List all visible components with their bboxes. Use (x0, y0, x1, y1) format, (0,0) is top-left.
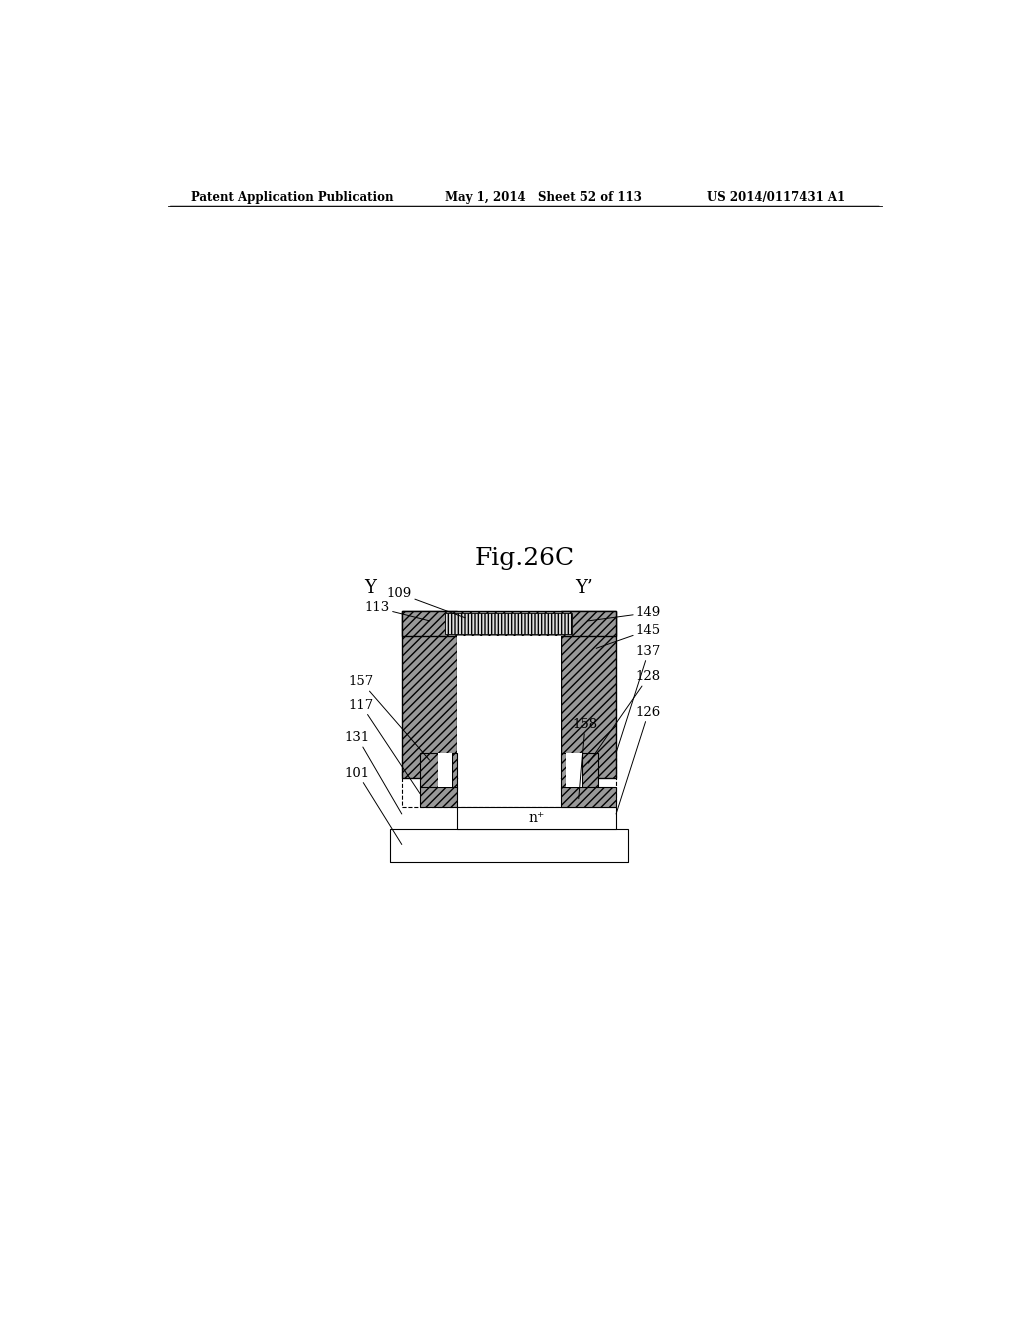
Bar (437, 752, 452, 787)
Text: 137: 137 (616, 645, 662, 752)
Bar (560, 752, 566, 788)
Bar (401, 611, 458, 779)
Text: n⁺: n⁺ (528, 810, 545, 825)
Text: 101: 101 (345, 767, 401, 845)
Text: 145: 145 (596, 623, 662, 648)
Bar (390, 829, 628, 862)
Text: 128: 128 (588, 671, 662, 763)
Text: 149: 149 (588, 606, 662, 620)
Bar (560, 787, 616, 807)
Text: 109: 109 (387, 587, 465, 618)
Bar (560, 611, 616, 779)
Bar (458, 807, 616, 829)
Text: 131: 131 (345, 731, 401, 814)
Text: May 1, 2014   Sheet 52 of 113: May 1, 2014 Sheet 52 of 113 (445, 190, 642, 203)
Text: Patent Application Publication: Patent Application Publication (191, 190, 394, 203)
Bar (401, 611, 616, 636)
Bar (420, 752, 437, 788)
Text: 157: 157 (349, 676, 430, 760)
Bar (566, 752, 582, 787)
Text: Y: Y (365, 579, 376, 598)
Text: 113: 113 (365, 601, 430, 620)
Text: 158: 158 (572, 718, 598, 799)
Text: Y’: Y’ (575, 579, 593, 598)
Bar (445, 612, 572, 634)
Text: Fig.26C: Fig.26C (475, 546, 574, 570)
Bar (458, 636, 560, 779)
Bar (401, 752, 616, 807)
Bar (582, 752, 598, 788)
Text: 117: 117 (349, 698, 420, 793)
Bar (452, 752, 458, 788)
Text: US 2014/0117431 A1: US 2014/0117431 A1 (708, 190, 846, 203)
Bar (420, 787, 458, 807)
Text: 126: 126 (616, 706, 662, 814)
